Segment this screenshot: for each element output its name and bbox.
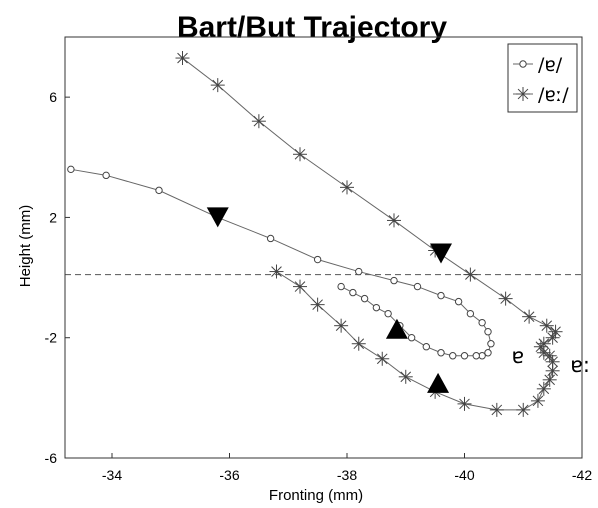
series-1-point — [387, 213, 401, 228]
axes-box — [64, 36, 583, 459]
series-0-point — [372, 303, 381, 312]
x-tick-label-3: -40 — [454, 467, 474, 483]
series-1-point — [269, 264, 284, 279]
x-tick-label-2: -38 — [337, 467, 357, 483]
series-1-point — [175, 51, 190, 66]
series-1-point — [536, 381, 551, 396]
series-1-point — [548, 324, 563, 339]
series-0-point — [466, 309, 475, 318]
series-0-point — [487, 340, 495, 348]
annotation-0: ɐ — [512, 344, 525, 368]
series-0-line — [70, 168, 492, 357]
legend-circle-marker — [519, 60, 527, 68]
series-1-point — [516, 402, 531, 417]
legend-marker-asterisk — [513, 87, 533, 101]
series-1-point — [498, 291, 513, 306]
legend-label-0: /ɐ/ — [538, 54, 563, 76]
x-tick-label-4: -42 — [572, 467, 592, 483]
annotation-1: ɐ: — [570, 353, 590, 377]
series-1 — [175, 51, 563, 417]
series-0-point — [266, 234, 275, 243]
series-1-point — [545, 330, 560, 345]
series-1-point — [334, 318, 349, 333]
direction-arrow-0 — [206, 207, 229, 228]
y-axis-label: Height (mm) — [17, 205, 34, 288]
series-1-point — [310, 297, 325, 312]
series-1-point — [522, 309, 537, 324]
series-0-point — [454, 297, 463, 306]
series-1-point — [340, 180, 354, 195]
series-1-point — [542, 348, 557, 363]
series-1-point — [545, 354, 560, 369]
series-1-point — [293, 147, 307, 162]
series-1-point — [539, 318, 554, 333]
x-tick-label-0: -34 — [102, 467, 122, 483]
series-1-point — [251, 114, 266, 129]
series-0-point — [472, 352, 480, 360]
series-0-point — [449, 352, 457, 360]
legend-asterisk-marker — [516, 87, 530, 101]
x-tick-label-1: -36 — [219, 467, 239, 483]
series-0-point — [422, 343, 431, 351]
series-0-point — [478, 318, 486, 327]
series-0-point — [355, 267, 363, 276]
series-1-point — [398, 369, 413, 384]
x-axis-label: Fronting (mm) — [269, 487, 363, 504]
series-0-point — [67, 165, 75, 174]
series-1-line — [182, 57, 557, 411]
legend-box — [507, 43, 578, 113]
series-1-point — [545, 363, 560, 378]
series-0-point — [437, 349, 445, 357]
series-1-point — [542, 372, 557, 387]
direction-arrow-2 — [385, 318, 408, 339]
legend-marker-circle — [513, 60, 533, 68]
series-0-point — [102, 171, 110, 180]
series-0-point — [313, 255, 322, 264]
series-0-point — [484, 349, 492, 357]
series-0-point — [390, 276, 398, 285]
series-1-point — [463, 267, 478, 282]
series-0-point — [349, 288, 357, 297]
series-0-point — [384, 309, 392, 318]
series-0-point — [155, 186, 163, 195]
y-tick-label-0: 6 — [49, 89, 57, 105]
series-1-point — [375, 351, 390, 366]
series-0 — [67, 165, 495, 360]
series-1-point — [457, 396, 472, 411]
series-0-point — [407, 334, 416, 342]
series-0-point — [360, 294, 369, 303]
legend-label-1: /ɐː/ — [538, 84, 569, 106]
chart-title: Bart/But Trajectory — [177, 11, 447, 44]
legend: /ɐ/ /ɐː/ — [507, 43, 578, 113]
y-tick-label-3: -6 — [45, 450, 58, 466]
y-tick-label-2: -2 — [45, 330, 58, 346]
series-1-point — [293, 279, 307, 294]
plot-area: ɐ ɐ: — [65, 51, 590, 417]
series-1-point — [530, 393, 545, 408]
series-1-point — [210, 78, 225, 93]
direction-arrow-3 — [427, 372, 450, 393]
series-1-point — [351, 336, 366, 351]
series-0-point — [437, 291, 445, 300]
y-tick-label-1: 2 — [49, 209, 57, 225]
direction-arrow-1 — [430, 243, 452, 264]
series-0-point — [337, 282, 345, 291]
series-0-point — [484, 328, 492, 336]
series-0-point — [413, 282, 422, 291]
series-0-point — [460, 352, 469, 360]
series-1-point — [489, 402, 504, 417]
